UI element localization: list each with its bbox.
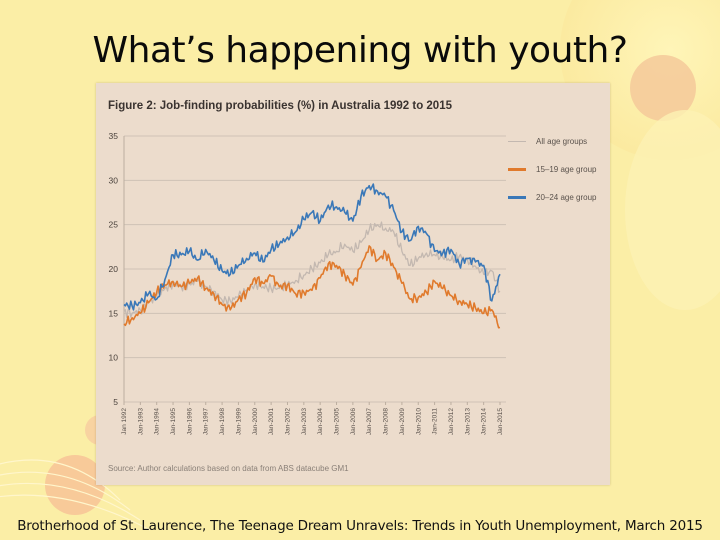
slide-footer-citation: Brotherhood of St. Laurence, The Teenage…	[17, 518, 703, 534]
x-tick-label: Jan-2001	[268, 408, 275, 435]
figure-title: Figure 2: Job-finding probabilities (%) …	[108, 100, 452, 112]
x-tick-label: Jan-2004	[317, 408, 324, 435]
x-tick-label: Jan-2012	[448, 408, 455, 435]
series-line-20-24	[123, 183, 501, 311]
x-tick-label: Jan-2009	[399, 408, 406, 435]
y-tick-label: 30	[109, 175, 119, 185]
decorative-bubble	[45, 455, 105, 515]
x-tick-label: Jan-2006	[350, 408, 357, 435]
x-tick-label: Jan-2014	[481, 408, 488, 435]
x-tick-label: Jan-2000	[252, 408, 259, 435]
y-tick-label: 10	[109, 353, 119, 363]
legend-label: All age groups	[536, 137, 588, 146]
x-tick-label: Jan-1993	[137, 408, 144, 435]
legend-swatch-20-24	[508, 196, 526, 199]
series-line-15-19	[123, 245, 501, 329]
x-tick-label: Jan-2010	[415, 408, 422, 435]
figure-source: Source: Author calculations based on dat…	[108, 464, 349, 473]
x-tick-label: Jan-2002	[284, 408, 291, 435]
x-tick-label: Jan 1992	[121, 408, 128, 435]
x-tick-label: Jan-1995	[170, 408, 177, 435]
y-tick-label: 25	[109, 220, 119, 230]
legend-item-all-ages: All age groups	[508, 137, 587, 146]
y-tick-label: 15	[109, 308, 119, 318]
x-tick-label: Jan-2005	[334, 408, 341, 435]
series-line-all-ages	[123, 221, 501, 319]
legend-label: 15–19 age group	[536, 165, 597, 174]
x-tick-label: Jan-2013	[464, 408, 471, 435]
x-tick-label: Jan-1999	[235, 408, 242, 435]
slide-title: What’s happening with youth?	[92, 30, 628, 71]
x-tick-label: Jan-1998	[219, 408, 226, 435]
y-tick-label: 20	[109, 264, 119, 274]
line-chart: 5 10 15 20 25 30 35 Jan 1992 Jan-1993 Jan-1994 Jan…	[109, 131, 506, 435]
x-tick-label: Jan-2015	[497, 408, 504, 435]
x-tick-label: Jan-1996	[186, 408, 193, 435]
x-tick-label: Jan-1997	[203, 408, 210, 435]
legend-item-15-19: 15–19 age group	[508, 165, 597, 174]
figure-image: Figure 2: Job-finding probabilities (%) …	[96, 83, 610, 485]
x-tick-label: Jan-2007	[366, 408, 373, 435]
legend-item-20-24: 20–24 age group	[508, 193, 597, 202]
legend-label: 20–24 age group	[536, 193, 597, 202]
legend-swatch-15-19	[508, 168, 526, 171]
x-tick-label: Jan-1994	[154, 408, 161, 435]
x-tick-label: Jan-2008	[383, 408, 390, 435]
x-tick-label: Jan-2011	[432, 408, 439, 435]
y-tick-label: 5	[113, 397, 118, 407]
y-tick-label: 35	[109, 131, 119, 141]
decorative-bubble	[625, 110, 720, 310]
x-tick-label: Jan-2003	[301, 408, 308, 435]
legend-swatch-all-ages	[508, 140, 526, 143]
